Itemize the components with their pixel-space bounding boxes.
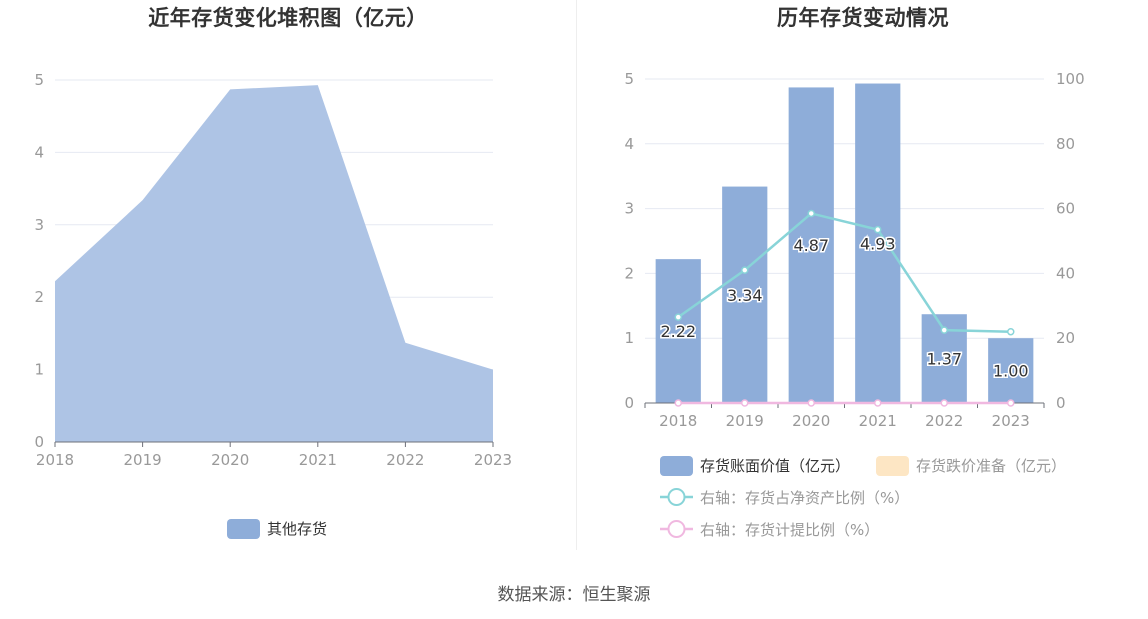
- bar-inventory-book-value: [855, 83, 901, 403]
- x-tick-label: 2020: [211, 451, 249, 469]
- y-left-tick-label: 2: [624, 264, 634, 282]
- y-tick-label: 4: [34, 143, 44, 161]
- net-asset-ratio-point: [807, 209, 815, 218]
- bar-data-label: 1.00: [993, 362, 1029, 381]
- right-chart-title: 历年存货变动情况: [777, 6, 949, 30]
- provision-ratio-point: [741, 399, 749, 407]
- y-left-tick-label: 5: [624, 70, 634, 88]
- y-left-tick-label: 0: [624, 394, 634, 412]
- bar-data-label: 1.37: [926, 350, 962, 369]
- area-series-other-inventory: [55, 85, 493, 443]
- legend-marker-net-asset-ratio: [667, 488, 686, 506]
- legend-swatch-book-value: [660, 456, 693, 476]
- x-tick-label: 2021: [859, 412, 897, 430]
- y-right-tick-label: 40: [1056, 264, 1075, 282]
- y-tick-label: 0: [34, 433, 44, 451]
- provision-ratio-point: [1007, 399, 1015, 407]
- provision-ratio-point: [874, 399, 882, 407]
- y-left-tick-label: 4: [624, 135, 634, 153]
- legend: 其他存货: [227, 519, 327, 539]
- net-asset-ratio-point: [874, 225, 882, 234]
- y-right-tick-label: 60: [1056, 200, 1075, 218]
- y-right-tick-label: 80: [1056, 135, 1075, 153]
- x-tick-label: 2021: [299, 451, 337, 469]
- provision-ratio-point: [674, 399, 682, 407]
- bar-data-label: 4.93: [860, 234, 896, 253]
- net-asset-ratio-line: [677, 212, 1011, 333]
- panel-divider: [576, 0, 577, 550]
- bar-data-label: 2.22: [660, 322, 696, 341]
- bar-inventory-book-value: [788, 87, 834, 403]
- y-tick-label: 2: [34, 288, 44, 306]
- net-asset-ratio-point: [741, 266, 749, 274]
- left-chart-title: 近年存货变化堆积图（亿元）: [148, 6, 428, 30]
- data-source-note: 数据来源：恒生聚源: [497, 585, 651, 605]
- right-combo-chart: 0 1 2 3 4 5 0 20 40 60 80 100 2018 2019 2020 2021 2022 20…: [624, 70, 1085, 539]
- left-area-chart: 0 1 2 3 4 5 2018 2019 2020 2021 2022 2023 其他存货: [34, 71, 512, 539]
- legend-swatch-other-inventory: [227, 519, 260, 539]
- net-asset-ratio-point: [674, 313, 682, 321]
- legend-label-book-value: 存货账面价值（亿元）: [700, 457, 850, 475]
- x-tick-label: 2018: [659, 412, 697, 430]
- legend-swatch-impairment: [876, 456, 909, 476]
- x-tick-label: 2023: [992, 412, 1030, 430]
- bar-inventory-book-value: [722, 186, 768, 403]
- bar-data-label: 3.34: [727, 286, 763, 305]
- x-tick-label: 2023: [474, 451, 512, 469]
- x-tick-label: 2022: [925, 412, 963, 430]
- x-tick-label: 2022: [386, 451, 424, 469]
- y-right-tick-label: 20: [1056, 329, 1075, 347]
- y-tick-label: 1: [34, 361, 44, 379]
- net-asset-ratio-point: [940, 326, 948, 334]
- provision-ratio-point: [807, 399, 815, 407]
- legend-label-provision-ratio: 右轴：存货计提比例（%）: [700, 521, 879, 539]
- x-tick-label: 2019: [124, 451, 162, 469]
- y-right-tick-label: 0: [1056, 394, 1066, 412]
- net-asset-ratio-point: [1007, 327, 1015, 336]
- y-right-tick-label: 100: [1056, 70, 1085, 88]
- legend-label-impairment: 存货跌价准备（亿元）: [916, 457, 1066, 475]
- legend-marker-provision-ratio: [667, 520, 686, 538]
- x-tick-label: 2018: [36, 451, 74, 469]
- provision-ratio-point: [940, 399, 948, 407]
- bar-data-label: 4.87: [793, 236, 829, 255]
- bar-inventory-book-value: [988, 338, 1034, 403]
- bar-inventory-book-value: [655, 259, 701, 403]
- y-tick-label: 3: [34, 216, 44, 234]
- legend: 存货账面价值（亿元） 存货跌价准备（亿元） 右轴：存货占净资产比例（%） 右轴：存货计…: [660, 456, 1066, 539]
- y-tick-label: 5: [34, 71, 44, 89]
- y-left-tick-label: 1: [624, 329, 634, 347]
- legend-label-net-asset-ratio: 右轴：存货占净资产比例（%）: [700, 489, 909, 507]
- x-tick-label: 2020: [792, 412, 830, 430]
- legend-label-other-inventory: 其他存货: [267, 520, 327, 538]
- y-left-tick-label: 3: [624, 200, 634, 218]
- x-tick-label: 2019: [726, 412, 764, 430]
